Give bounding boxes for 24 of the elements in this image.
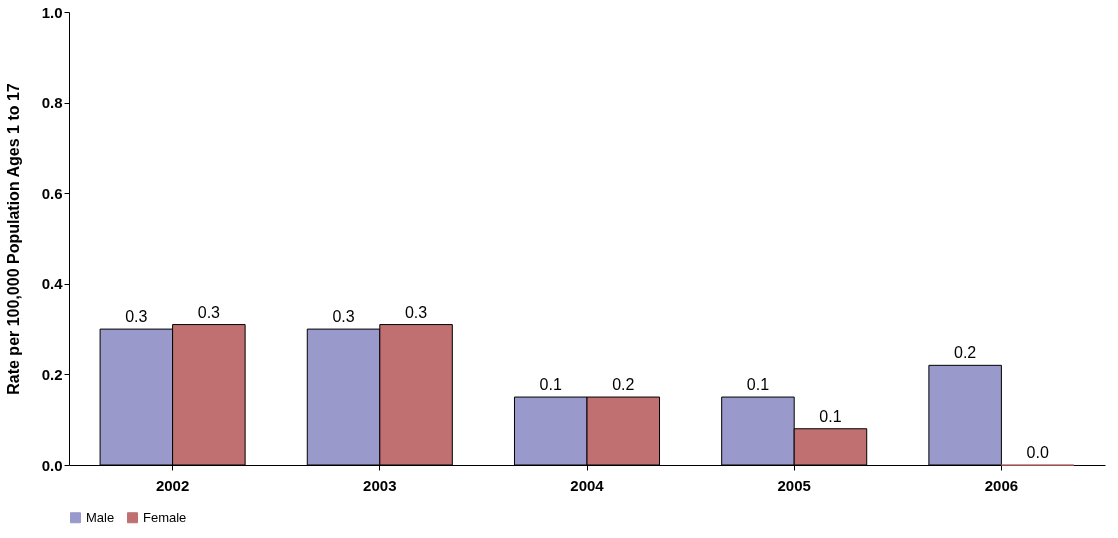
x-tick-label: 2006 <box>984 476 1019 494</box>
y-tick-label: 0.0 <box>41 456 63 474</box>
x-tick-label: 2002 <box>155 476 190 494</box>
data-label: 0.1 <box>819 407 842 425</box>
y-tick-label: 0.6 <box>41 184 63 202</box>
data-label: 0.0 <box>1026 444 1049 461</box>
y-tick-label: 0.8 <box>41 94 63 112</box>
data-label: 0.1 <box>746 376 770 394</box>
data-label: 0.1 <box>539 376 562 394</box>
y-tick-label: 1.0 <box>41 3 63 21</box>
x-tick-label: 2005 <box>777 476 811 494</box>
legend-label: Male <box>86 509 115 525</box>
data-label: 0.3 <box>125 308 148 326</box>
data-label: 0.2 <box>954 344 977 362</box>
data-label: 0.3 <box>404 303 428 321</box>
data-label: 0.2 <box>612 376 635 394</box>
data-label: 0.3 <box>197 303 221 321</box>
y-tick-label: 0.4 <box>41 275 64 293</box>
y-axis-title: Rate per 100,000 Population Ages 1 to 17 <box>4 83 22 395</box>
x-tick-label: 2003 <box>363 476 397 494</box>
legend-label: Female <box>143 509 187 525</box>
y-tick-label: 0.2 <box>41 365 63 383</box>
data-label: 0.3 <box>332 308 355 326</box>
x-tick-label: 2004 <box>570 476 605 494</box>
